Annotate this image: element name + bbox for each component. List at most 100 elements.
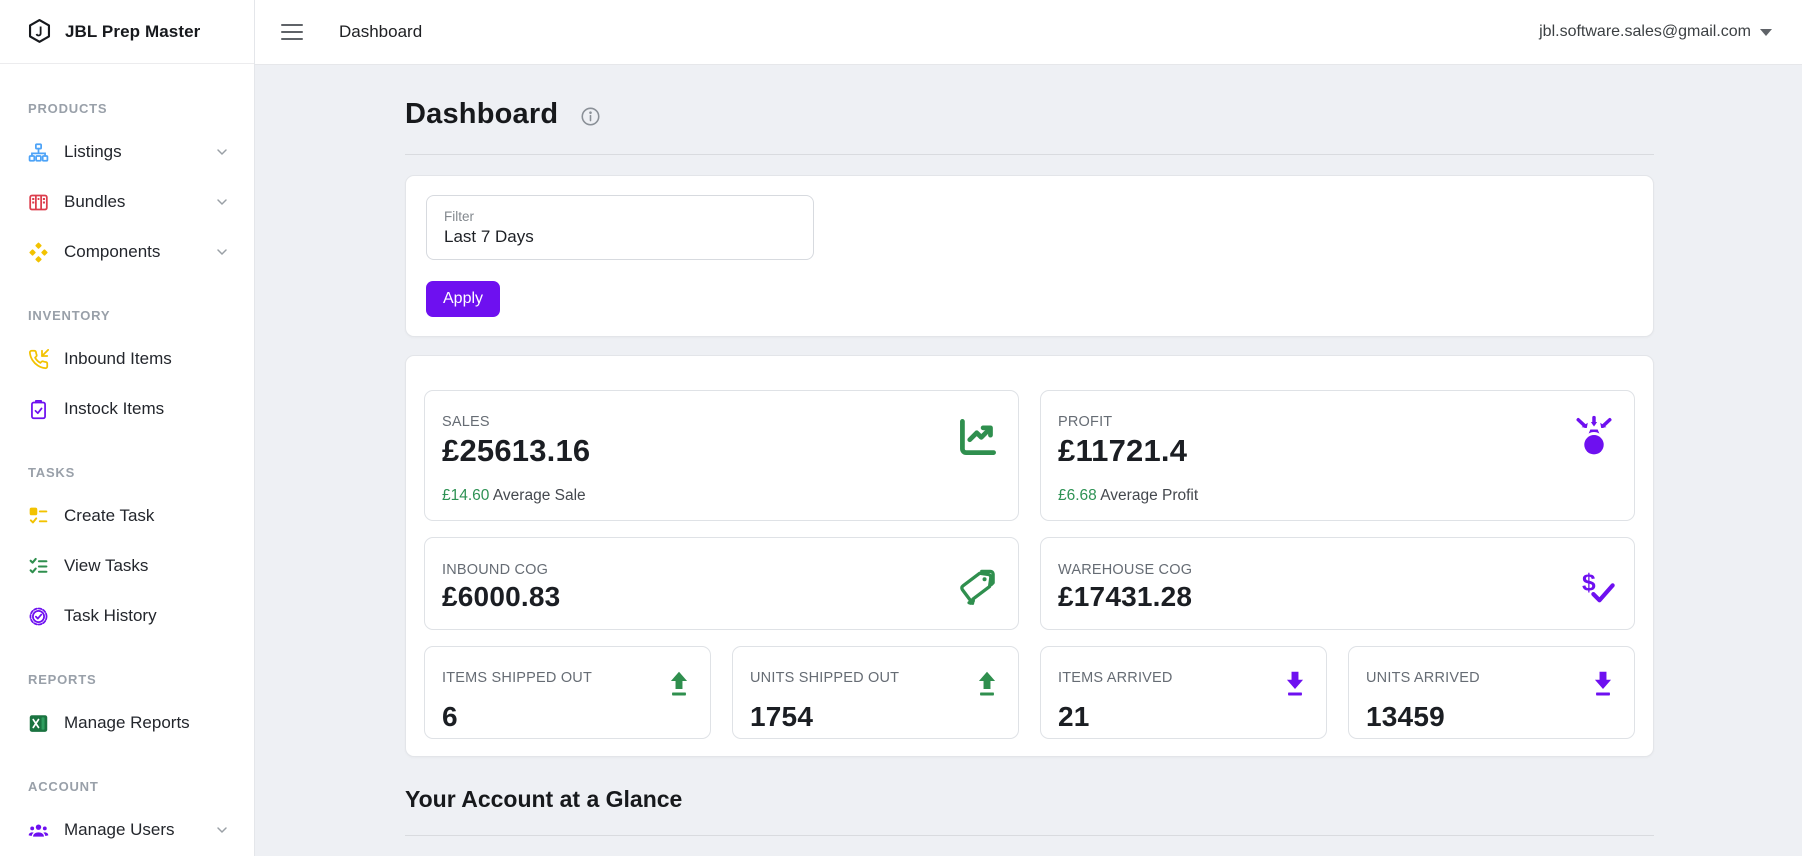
chevron-down-icon xyxy=(214,144,230,160)
stat-sub-label: Average Profit xyxy=(1100,487,1199,504)
stat-label: SALES xyxy=(442,414,490,430)
money-bag-icon xyxy=(1572,415,1616,464)
warehouse-cog-stat-card: WAREHOUSE COG £17431.28 $ xyxy=(1040,537,1635,630)
sidebar-item-label: Task History xyxy=(64,606,157,625)
nav-section-title: PRODUCTS xyxy=(28,101,108,116)
sidebar-item-view-tasks[interactable]: View Tasks xyxy=(0,541,254,591)
task-add-icon xyxy=(28,506,49,527)
tags-icon xyxy=(959,567,1001,609)
app-logo-icon xyxy=(26,18,53,45)
page-title: Dashboard xyxy=(405,98,559,130)
stat-value: £6000.83 xyxy=(442,581,561,612)
inbound-cog-stat-card: INBOUND COG £6000.83 xyxy=(424,537,1019,630)
nav-section-products: PRODUCTS Listings xyxy=(0,102,254,277)
topbar: Dashboard jbl.software.sales@gmail.com xyxy=(255,0,1802,65)
items-arrived-stat-card: ITEMS ARRIVED 21 xyxy=(1040,646,1327,739)
stat-value: 6 xyxy=(442,701,458,732)
stat-value: £11721.4 xyxy=(1058,433,1188,468)
divider xyxy=(405,835,1654,836)
filter-label: Filter xyxy=(444,209,474,224)
stat-value: £25613.16 xyxy=(442,433,591,468)
info-icon[interactable] xyxy=(580,106,601,127)
sidebar-item-label: Bundles xyxy=(64,192,126,211)
hamburger-menu-icon[interactable] xyxy=(281,24,303,40)
sidebar-item-label: View Tasks xyxy=(64,556,149,575)
sidebar-item-label: Inbound Items xyxy=(64,349,172,368)
svg-text:$: $ xyxy=(1582,569,1596,596)
sidebar-item-instock-items[interactable]: Instock Items xyxy=(0,384,254,434)
sidebar-item-label: Create Task xyxy=(64,506,155,525)
sidebar-item-listings[interactable]: Listings xyxy=(0,127,254,177)
stat-value: £17431.28 xyxy=(1058,581,1193,612)
sidebar-item-create-task[interactable]: Create Task xyxy=(0,491,254,541)
stat-sub-value: £14.60 xyxy=(442,487,490,504)
units-shipped-out-stat-card: UNITS SHIPPED OUT 1754 xyxy=(732,646,1019,739)
download-arrow-icon xyxy=(1589,670,1617,700)
kanban-grid-icon xyxy=(28,192,49,213)
caret-down-icon xyxy=(1760,28,1772,36)
sidebar-item-label: Instock Items xyxy=(64,399,165,418)
chevron-down-icon xyxy=(214,244,230,260)
sidebar-item-manage-reports[interactable]: Manage Reports xyxy=(0,698,254,748)
history-check-icon xyxy=(28,606,49,627)
stat-label: UNITS ARRIVED xyxy=(1366,670,1480,686)
chevron-down-icon xyxy=(214,822,230,838)
stat-label: ITEMS SHIPPED OUT xyxy=(442,670,593,686)
diamonds-icon xyxy=(28,242,49,263)
sidebar-item-label: Components xyxy=(64,242,161,261)
stat-sub-label: Average Sale xyxy=(492,487,586,504)
sales-stat-card: SALES £25613.16 £14.60 Average Sale xyxy=(424,390,1019,521)
filter-card: Filter Last 7 Days Apply xyxy=(405,175,1654,337)
nav-section-title: REPORTS xyxy=(28,672,97,687)
glance-heading: Your Account at a Glance xyxy=(405,786,683,812)
sidebar: JBL Prep Master PRODUCTS Listings xyxy=(0,0,255,856)
task-list-icon xyxy=(28,556,49,577)
sidebar-item-label: Listings xyxy=(64,142,122,161)
user-menu[interactable]: jbl.software.sales@gmail.com xyxy=(1539,23,1772,41)
app-name: JBL Prep Master xyxy=(65,21,201,41)
app-logo-row[interactable]: JBL Prep Master xyxy=(0,0,254,64)
nav-section-title: TASKS xyxy=(28,465,76,480)
sidebar-item-task-history[interactable]: Task History xyxy=(0,591,254,641)
stat-value: 21 xyxy=(1058,701,1090,732)
clipboard-check-icon xyxy=(28,399,49,420)
stat-label: PROFIT xyxy=(1058,414,1113,430)
filter-select[interactable]: Filter Last 7 Days xyxy=(426,195,814,260)
units-arrived-stat-card: UNITS ARRIVED 13459 xyxy=(1348,646,1635,739)
sidebar-nav: PRODUCTS Listings xyxy=(0,64,254,855)
nav-section-tasks: TASKS Create Task xyxy=(0,466,254,641)
sidebar-item-bundles[interactable]: Bundles xyxy=(0,177,254,227)
sidebar-item-components[interactable]: Components xyxy=(0,227,254,277)
sidebar-item-inbound-items[interactable]: Inbound Items xyxy=(0,334,254,384)
stat-label: UNITS SHIPPED OUT xyxy=(750,670,900,686)
items-shipped-out-stat-card: ITEMS SHIPPED OUT 6 xyxy=(424,646,711,739)
nav-section-inventory: INVENTORY Inbound Items xyxy=(0,309,254,434)
users-icon xyxy=(28,820,49,841)
stats-card: SALES £25613.16 £14.60 Average Sale xyxy=(405,355,1654,757)
nav-section-reports: REPORTS Manage Reports xyxy=(0,673,254,748)
filter-value: Last 7 Days xyxy=(444,227,534,246)
chevron-down-icon xyxy=(214,194,230,210)
user-email: jbl.software.sales@gmail.com xyxy=(1539,23,1751,40)
sidebar-item-label: Manage Users xyxy=(64,820,175,839)
sidebar-item-manage-users[interactable]: Manage Users xyxy=(0,805,254,855)
stat-value: 1754 xyxy=(750,701,814,732)
apply-button[interactable]: Apply xyxy=(426,281,501,317)
profit-stat-card: PROFIT £11721.4 £6.68 Average Profit xyxy=(1040,390,1635,521)
chart-line-icon xyxy=(956,415,1000,464)
stat-label: ITEMS ARRIVED xyxy=(1058,670,1173,686)
download-arrow-icon xyxy=(1281,670,1309,700)
divider xyxy=(405,154,1654,155)
stat-value: 13459 xyxy=(1366,701,1445,732)
main-content: Dashboard Filter Last 7 Days Apply SALES xyxy=(255,65,1802,856)
dollar-check-icon: $ xyxy=(1575,567,1617,609)
nav-section-title: ACCOUNT xyxy=(28,779,99,794)
nav-section-title: INVENTORY xyxy=(28,308,111,323)
topbar-title: Dashboard xyxy=(339,22,423,41)
upload-arrow-icon xyxy=(973,670,1001,700)
stat-sub-value: £6.68 xyxy=(1058,487,1097,504)
nav-section-account: ACCOUNT Manage Users xyxy=(0,780,254,855)
excel-icon xyxy=(28,713,49,734)
sidebar-item-label: Manage Reports xyxy=(64,713,190,732)
stat-label: WAREHOUSE COG xyxy=(1058,562,1193,578)
